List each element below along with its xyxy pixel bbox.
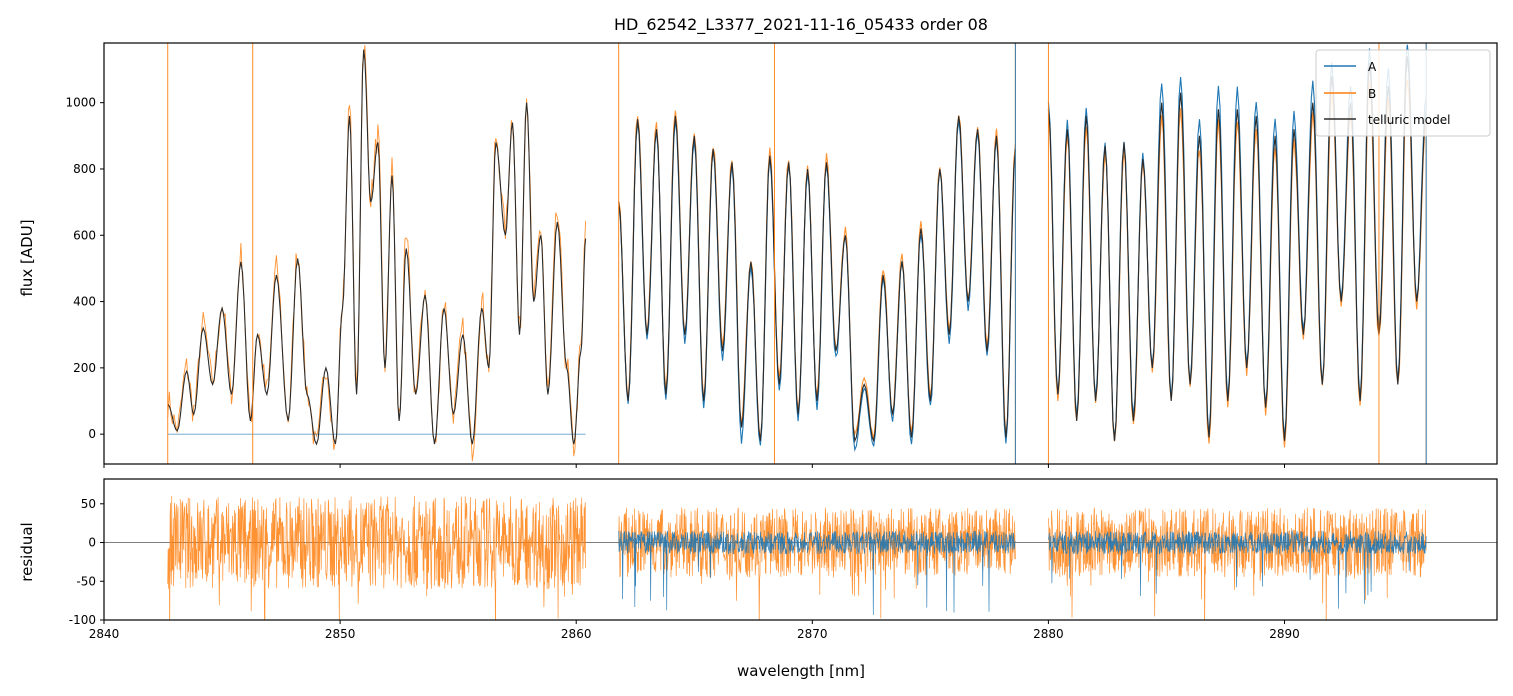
top-ytick-label: 400 (73, 295, 96, 309)
bottom-xlabel: wavelength [nm] (737, 662, 865, 680)
legend-label-model: telluric model (1368, 113, 1450, 127)
top-ticks: 0 200 400 600 800 1000 (65, 96, 1286, 468)
top-ylabel: flux [ADU] (18, 219, 36, 296)
bottom-plot-area (104, 495, 1497, 620)
bottom-xtick-label: 2860 (561, 627, 592, 641)
chart-title: HD_62542_L3377_2021-11-16_05433 order 08 (614, 15, 988, 35)
bottom-ylabel: residual (18, 522, 36, 581)
top-ytick-label: 800 (73, 162, 96, 176)
series-a-line (618, 119, 1016, 452)
telluric-model-line (618, 115, 1016, 443)
top-axes-frame (103, 42, 1498, 465)
bottom-xtick-label: 2880 (1033, 627, 1064, 641)
telluric-model-line (167, 49, 587, 446)
top-ytick-label: 200 (73, 361, 96, 375)
residual-a-line (1048, 529, 1427, 609)
top-ytick-label: 0 (88, 427, 96, 441)
residual-b-line (167, 495, 586, 620)
bottom-ytick-label: -100 (69, 613, 96, 627)
bottom-ytick-label: -50 (76, 574, 96, 588)
top-panel: 0 200 400 600 800 1000 flux [ADU] A B telluri… (18, 42, 1498, 468)
telluric-model-line (1047, 56, 1427, 441)
legend-label-a: A (1368, 60, 1377, 74)
legend-box (1315, 49, 1491, 137)
legend-label-b: B (1368, 87, 1376, 101)
bottom-xtick-label: 2840 (89, 627, 120, 641)
bottom-axes-frame (103, 478, 1498, 621)
top-ytick-label: 600 (73, 228, 96, 242)
bottom-ytick-label: 50 (81, 497, 96, 511)
bottom-xtick-label: 2850 (325, 627, 356, 641)
bottom-xtick-label: 2870 (797, 627, 828, 641)
bottom-xtick-label: 2890 (1269, 627, 1300, 641)
bottom-ytick-label: 0 (88, 536, 96, 550)
top-ytick-label: 1000 (65, 96, 96, 110)
residual-a-line (618, 530, 1016, 615)
top-plot-area (167, 43, 1427, 464)
legend[interactable]: A B telluric model (1315, 49, 1491, 137)
